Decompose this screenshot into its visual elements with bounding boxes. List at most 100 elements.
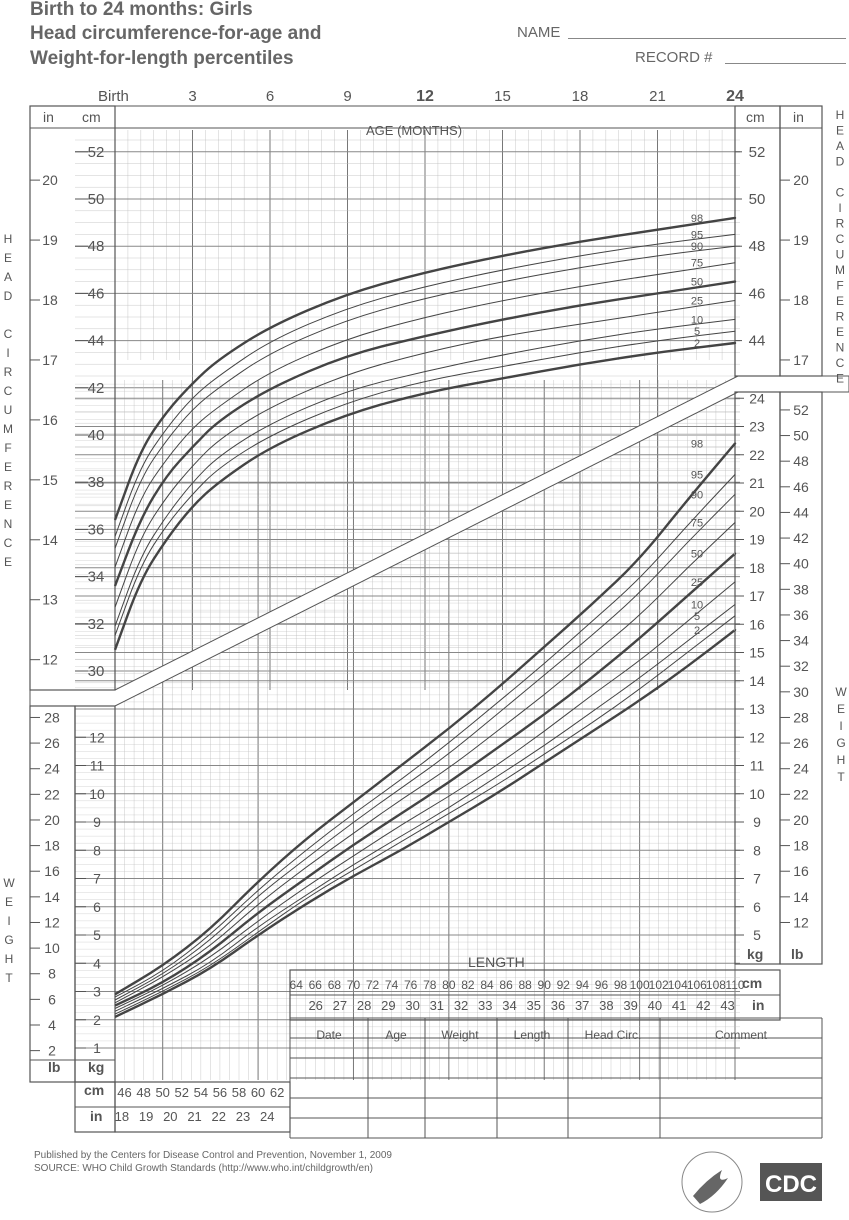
head-cm-tick-left: 42: [88, 380, 105, 397]
weight-label-p95: 95: [691, 470, 703, 482]
head-curve-p75: [114, 262, 736, 568]
length-cm-tick-large: 72: [366, 978, 380, 992]
head-label-p95: 95: [691, 229, 703, 241]
cdc-logo-text: CDC: [765, 1171, 817, 1198]
head-label-p50: 50: [691, 277, 703, 289]
weight-kg-tick-right: 19: [749, 532, 765, 548]
weight-kg-tick-right: 20: [749, 503, 765, 519]
weight-kg-tick-left: 9: [93, 814, 101, 830]
source-note: SOURCE: WHO Child Growth Standards (http…: [34, 1163, 374, 1174]
length-in-tick-small: 24: [260, 1109, 274, 1124]
weight-kg-tick-right: 23: [749, 419, 765, 435]
length-cm-tick-large: 80: [442, 978, 456, 992]
weight-lb-tick-right: 52: [793, 402, 809, 418]
weight-lb-tick-left: 26: [44, 735, 60, 751]
weight-lb-tick-right: 20: [793, 812, 809, 828]
length-cm-tick-small: 48: [136, 1085, 150, 1100]
weight-label-p10: 10: [691, 599, 703, 611]
weight-lb-tick-right: 16: [793, 863, 809, 879]
weight-lb-tick-right: 34: [793, 633, 809, 649]
weight-kg-tick-left: 8: [93, 842, 101, 858]
age-tick-label: 24: [726, 88, 744, 105]
weight-kg-tick-right: 10: [749, 786, 765, 802]
length-unit-panel: [74, 1081, 116, 1133]
length-cm-tick-small: 50: [155, 1085, 169, 1100]
weight-kg-tick-right: 21: [749, 475, 765, 491]
weight-lb-tick-right: 46: [793, 479, 809, 495]
head-in-tick-left: 18: [42, 292, 58, 308]
length-in-tick-large: 28: [357, 998, 371, 1013]
right-in-unit: in: [793, 109, 804, 125]
weight-curve-p2: [114, 628, 737, 1018]
right-cm-unit: cm: [746, 109, 765, 125]
weight-lb-tick-left: 28: [44, 709, 60, 725]
left-in-unit: in: [43, 109, 54, 125]
length-cm-tick-large: 104: [668, 978, 688, 992]
head-cm-tick-left: 46: [88, 285, 105, 302]
weight-lb-tick-left: 24: [44, 761, 60, 777]
length-cm-tick-large: 78: [423, 978, 437, 992]
head-curve-p50: [113, 280, 737, 587]
weight-kg-tick-right: 7: [753, 871, 761, 887]
length-cm-unit: cm: [742, 975, 762, 991]
length-in-tick-large: 29: [381, 998, 395, 1013]
weight-lb-tick-left: 8: [48, 966, 56, 982]
weight-lb-tick-right: 12: [793, 914, 809, 930]
weight-label-p50: 50: [691, 549, 703, 561]
weight-kg-tick-left: 4: [93, 955, 101, 971]
length-in-tick-small: 21: [187, 1109, 201, 1124]
head-label-p10: 10: [691, 314, 703, 326]
length-cm-tick-large: 70: [347, 978, 361, 992]
weight-label-p90: 90: [691, 489, 703, 501]
weight-kg-tick-right: 14: [749, 673, 765, 689]
name-field[interactable]: [568, 38, 846, 39]
weight-kg-tick-right: 24: [749, 390, 765, 406]
length-in-tick-large: 41: [672, 998, 686, 1013]
length-cm-tick-large: 96: [595, 978, 609, 992]
head-curve-p5: [114, 330, 736, 636]
weight-lb-tick-left: 22: [44, 786, 60, 802]
weight-lb-tick-left: 4: [48, 1017, 56, 1033]
head-in-tick-right: 18: [793, 292, 809, 308]
head-in-tick-left: 13: [42, 592, 58, 608]
record-field[interactable]: [725, 63, 846, 64]
weight-kg-tick-left: 12: [89, 729, 105, 745]
weight-lb-tick-left: 18: [44, 838, 60, 854]
length-in-tick-large: 31: [430, 998, 444, 1013]
head-label-p2: 2: [694, 338, 700, 350]
age-tick-label: 15: [494, 88, 511, 105]
length-cm-tick-small: 60: [251, 1085, 265, 1100]
weight-kg-tick-right: 15: [749, 645, 765, 661]
weight-lb-tick-right: 38: [793, 581, 809, 597]
length-cm-tick-large: 108: [706, 978, 726, 992]
weight-kg-tick-right: 12: [749, 729, 765, 745]
birth-label: Birth: [98, 88, 129, 105]
length-in-tick-large: 33: [478, 998, 492, 1013]
head-in-tick-left: 17: [42, 352, 58, 368]
head-in-tick-left: 14: [42, 532, 58, 548]
weight-lb-tick-right: 50: [793, 428, 809, 444]
length-in-tick-large: 37: [575, 998, 589, 1013]
length-cm-tick-large: 64: [290, 978, 304, 992]
length-cm-tick-large: 76: [404, 978, 418, 992]
right-lb-unit: lb: [791, 946, 803, 962]
head-in-tick-left: 15: [42, 472, 58, 488]
length-in-tick-large: 27: [333, 998, 347, 1013]
head-cm-tick-left: 38: [88, 474, 105, 491]
length-cm-tick-large: 106: [687, 978, 707, 992]
length-cm-tick-large: 84: [480, 978, 494, 992]
weight-kg-tick-right: 6: [753, 899, 761, 915]
head-curve-p25: [114, 300, 736, 608]
chart-title-line3: Weight-for-length percentiles: [30, 48, 294, 69]
chart-title-line2: Head circumference-for-age and: [30, 23, 322, 44]
weight-lb-tick-right: 14: [793, 889, 809, 905]
head-cm-tick-left: 32: [88, 616, 105, 633]
length-cm-tick-small: 56: [213, 1085, 227, 1100]
weight-curve-p98: [114, 442, 737, 996]
length-cm-tick-small: 54: [194, 1085, 208, 1100]
head-cm-tick-right: 50: [749, 191, 766, 208]
head-curve-p10: [114, 318, 736, 627]
